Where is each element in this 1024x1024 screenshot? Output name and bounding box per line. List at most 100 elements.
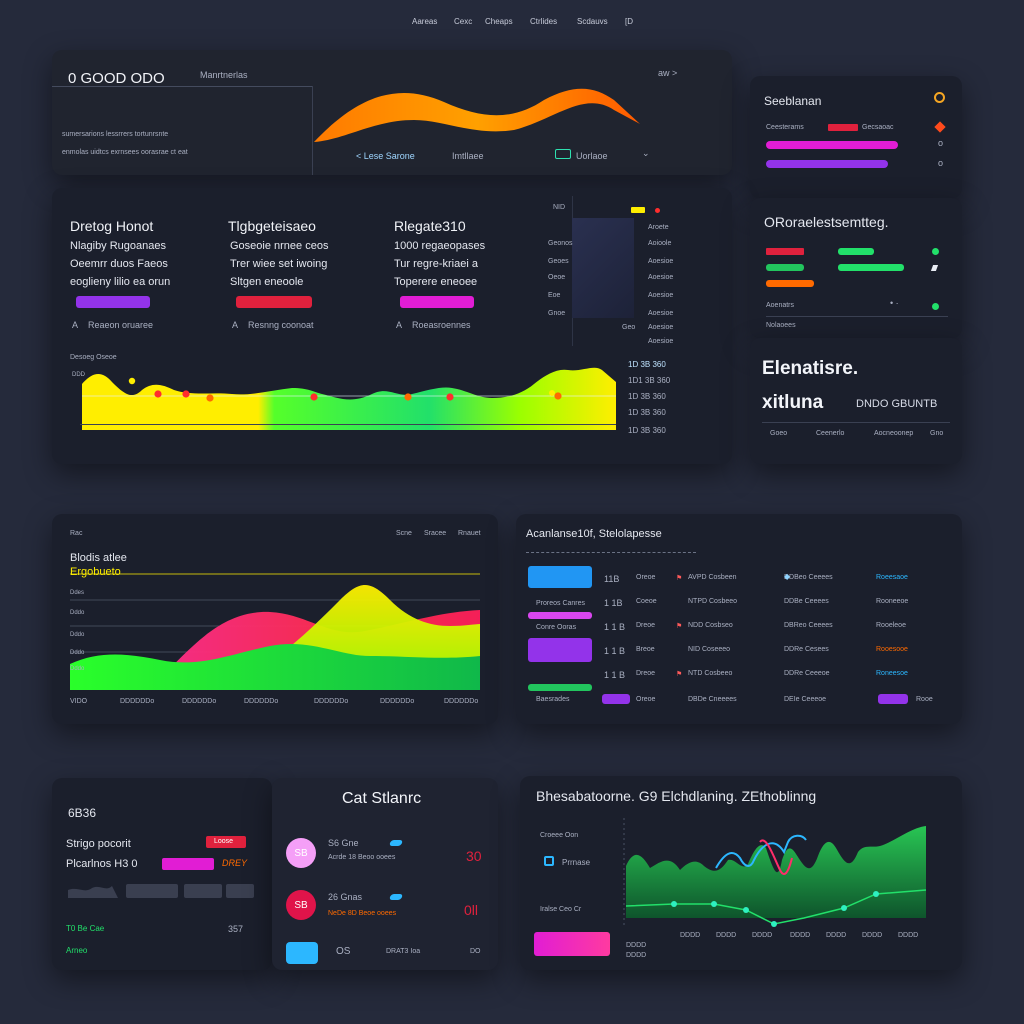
row-badge[interactable] [602, 694, 630, 704]
top-panel-expand-icon[interactable]: aw > [658, 68, 678, 78]
x-tick: DDDDDDo [244, 698, 279, 705]
wave-title: Blodis atlee [70, 552, 127, 564]
left-item[interactable]: Proreos Canres [536, 600, 586, 607]
right-bottom-footer-item[interactable]: Goeo [770, 430, 788, 437]
legend-item: Croeee Oon [540, 832, 579, 839]
divider [312, 86, 313, 175]
dots-icon[interactable]: • · [890, 298, 899, 308]
row-cell: Roneesoe [876, 670, 908, 677]
left-item[interactable]: Conre Ooras [536, 624, 577, 631]
chevron-down-icon[interactable]: ⌄ [642, 148, 650, 158]
mini-list-red-dot [655, 208, 660, 213]
red-marker [446, 393, 454, 401]
right-top-value-1: o [938, 138, 944, 148]
row-cell: Oreoe [636, 696, 656, 703]
right-bottom-code: DNDO GBUNTB [856, 398, 938, 410]
wave-header-item[interactable]: Rnauet [458, 530, 481, 537]
row-cell: Coeoe [636, 598, 657, 605]
left-item[interactable]: Baesrades [536, 696, 570, 703]
x-tick: DDDDDDo [314, 698, 349, 705]
wave-header-left: Rac [70, 530, 83, 537]
status-avatar-2[interactable]: SB [286, 890, 316, 920]
toggle-icon[interactable] [555, 149, 571, 159]
top-panel-btn-right[interactable]: Uorlaoe [576, 151, 608, 161]
top-panel-btn-left[interactable]: < Lese Sarone [356, 151, 415, 161]
nav-item-2[interactable]: Cexc [454, 17, 473, 26]
sparkline-block [226, 884, 254, 898]
row-cell: NTD Cosbeeo [688, 670, 733, 677]
row-cell: Rooneeoe [876, 598, 909, 605]
red-marker [554, 392, 562, 400]
right-value: 1D 3B 360 [628, 408, 666, 417]
right-mid-panel: ORoraelestsemtteg. Aoenatrs • · Nolaoees [750, 198, 962, 338]
row-cell: Breoe [636, 646, 655, 653]
nav-item-4[interactable]: Ctrlides [530, 17, 558, 26]
row-flag-icon: ⚑ [676, 623, 683, 630]
status-action-button[interactable] [286, 942, 318, 964]
x-tick: DDDD [826, 932, 847, 939]
tab-purple[interactable] [528, 638, 592, 662]
row-id: 1 1 B [604, 646, 626, 656]
x-tick: DDDD [752, 932, 773, 939]
divider [52, 86, 312, 87]
row-cell: DDRe Ceeeoe [784, 670, 830, 677]
right-value: 1D 3B 360 [628, 392, 666, 401]
divider [526, 552, 696, 553]
status-dot-green [932, 248, 939, 255]
window-icon[interactable]: [D [625, 17, 633, 26]
right-top-row-label: Ceesterams [766, 124, 804, 131]
row-cell: NDD Cosbseo [688, 622, 733, 629]
nav-item-5[interactable]: Scdauvs [577, 17, 608, 26]
yellow-area-chart [82, 367, 616, 430]
marker-icon [930, 265, 939, 271]
top-panel-title: 0 GOOD ODO [68, 70, 165, 87]
right-bottom-title: Elenatisre. [762, 358, 859, 379]
right-bottom-footer-item[interactable]: Gno [930, 430, 944, 437]
stat-col-1-bar [76, 296, 150, 308]
mini-list-row-left: Geoes [548, 258, 569, 265]
row-flag-icon: ⚑ [676, 575, 683, 582]
right-bottom-footer-item[interactable]: Aocneoonep [874, 430, 914, 437]
alert-icon[interactable] [934, 92, 945, 103]
wave-header-item[interactable]: Scne [396, 530, 412, 537]
wave-header-item[interactable]: Sracee [424, 530, 447, 537]
row-cell: NID Coseeeo [688, 646, 731, 653]
top-panel-btn-mid[interactable]: Imtllaee [452, 151, 484, 161]
mini-list: NID [553, 196, 732, 346]
nav-item-3[interactable]: Cheaps [485, 17, 513, 26]
summary-val: 357 [228, 924, 244, 934]
y-tick: Dddo [70, 610, 85, 616]
status-avatar-1[interactable]: SB [286, 838, 316, 868]
status-desc: Acrde 18 Beoo ooees [328, 854, 396, 861]
y-tick: Dddo [70, 650, 85, 656]
summary-green-2: Arneo [66, 946, 88, 955]
line-panel-action-button[interactable] [534, 932, 610, 956]
tab-green-strip [528, 684, 592, 691]
row-flag-icon: ⚑ [676, 671, 683, 678]
tab-blue[interactable] [528, 566, 592, 588]
row-badge[interactable] [878, 694, 908, 704]
right-top-panel: Seeblanan Ceesterams Gecsaoac o o [750, 76, 962, 198]
x-tick: DDDDDDo [182, 698, 217, 705]
x-tick: DDDD [626, 942, 647, 949]
diamond-icon [934, 121, 946, 133]
legend-swatch-red [766, 248, 804, 255]
yellow-area-fill [82, 367, 616, 430]
trend-point [771, 921, 777, 927]
top-wave-area [314, 88, 640, 142]
mini-list-row-right: Aroete [648, 224, 669, 231]
right-bottom-footer-item[interactable]: Ceenerlo [816, 430, 845, 437]
divider [762, 422, 950, 423]
stat-col-3-heading: Rlegate310 [394, 218, 466, 234]
row-cell: DBReo Ceeees [784, 622, 833, 629]
cyan-accent-series [715, 834, 807, 869]
stat-col-1-footer: Reaeon oruaree [88, 320, 154, 330]
row-marker-icon: ◆ [784, 572, 791, 581]
wave-area-chart [70, 573, 480, 690]
status-desc: NeDe 8D Beoe ooees [328, 910, 397, 917]
right-bottom-subtitle: xitluna [762, 392, 824, 413]
sparkline-block [184, 884, 222, 898]
nav-item-1[interactable]: Aareas [412, 17, 438, 26]
summary-code: 6B36 [68, 806, 97, 820]
status-num: 0ll [464, 902, 479, 918]
